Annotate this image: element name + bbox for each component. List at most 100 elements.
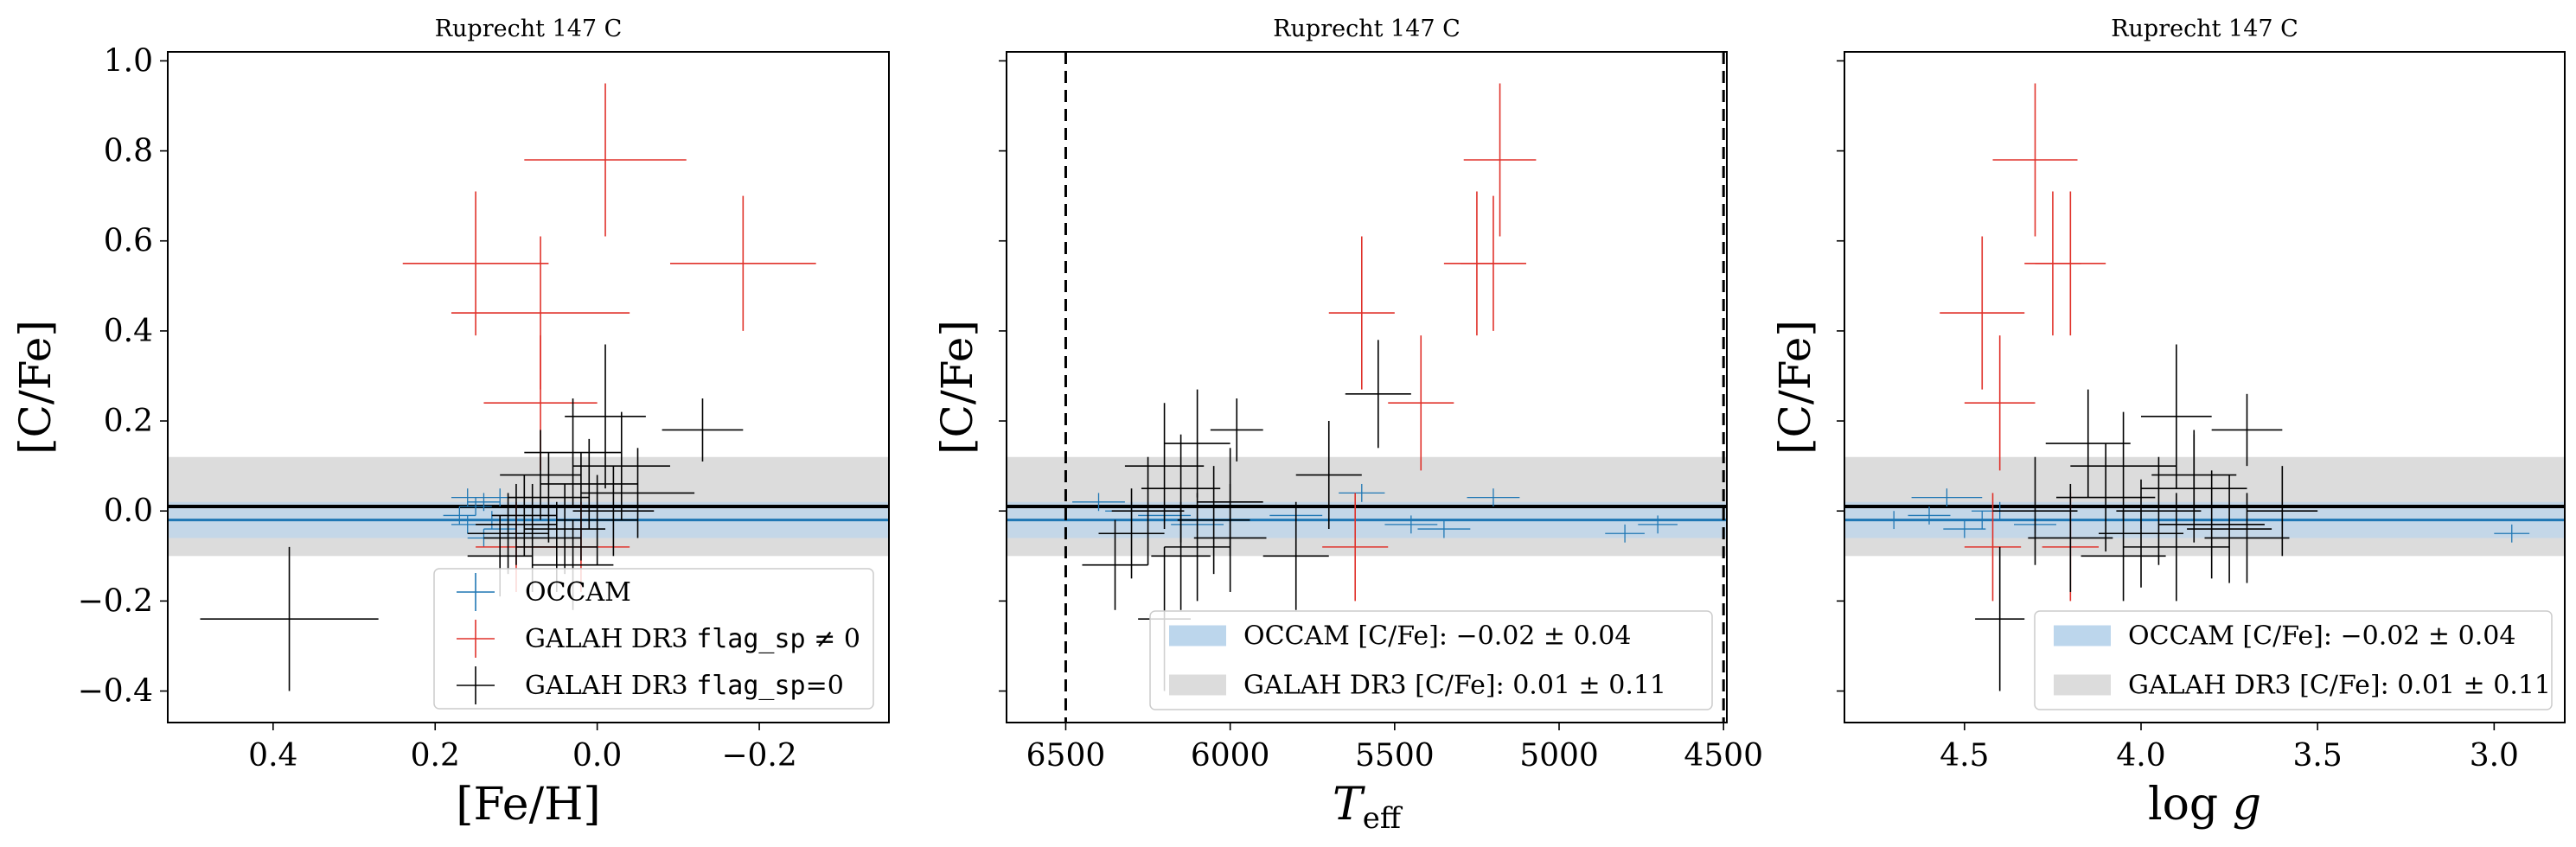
legend-label: OCCAM [C/Fe]: −0.02 ± 0.04 (1243, 621, 1631, 652)
data-point (2099, 479, 2183, 588)
panel-1: 0.4 0.2 0.0 −0.2 −0.4 −0.2 0.0 0.2 0.4 0.6 0.8 1.0 R… (10, 16, 890, 831)
data-point (1463, 83, 1537, 237)
legend-patch (1169, 674, 1226, 696)
data-point (2028, 483, 2113, 592)
data-point (500, 430, 581, 520)
data-point (1111, 456, 1185, 565)
legend-entry: OCCAM (457, 573, 631, 611)
data-point (2187, 474, 2272, 583)
data-point (669, 195, 816, 331)
x-tick-label: 0.2 (411, 738, 460, 774)
axes-frame (167, 51, 890, 723)
data-point (1953, 511, 2010, 530)
data-point (1164, 389, 1230, 498)
data-point (662, 398, 744, 462)
x-tick-label: 4.0 (2116, 738, 2165, 774)
data-point (1384, 515, 1438, 534)
legend-frame (433, 568, 874, 710)
data-point (2123, 493, 2230, 602)
panel-title: Ruprecht 147 C (1273, 16, 1461, 42)
data-point (1210, 398, 1263, 462)
legend-label: GALAH DR3 flag_sp ≠ 0 (525, 624, 860, 654)
data-point (1992, 456, 2078, 565)
legend-entry: GALAH DR3 flag_sp ≠ 0 (457, 620, 860, 658)
x-tick-label: 4500 (1684, 738, 1763, 774)
data-point (1638, 515, 1678, 534)
data-point (1943, 519, 1986, 538)
y-tick-label: 0.0 (104, 494, 153, 529)
legend-label: GALAH DR3 [C/Fe]: 0.01 ± 0.11 (1243, 671, 1666, 701)
data-point (572, 466, 655, 557)
y-tick-label: 0.4 (104, 314, 153, 349)
data-point (451, 488, 484, 507)
data-point (1339, 483, 1385, 502)
legend-patch (1169, 625, 1226, 646)
data-point (1164, 493, 1230, 602)
x-tick-label: 5000 (1519, 738, 1599, 774)
legend-label: OCCAM [C/Fe]: −0.02 ± 0.04 (2128, 621, 2515, 652)
data-point (580, 448, 695, 538)
data-point (1151, 501, 1211, 610)
data-point (1908, 506, 1951, 525)
y-axis-label: [C/Fe] (1770, 320, 1820, 455)
series-1 (1322, 83, 1537, 602)
data-point (2151, 430, 2237, 520)
data-point (1417, 519, 1471, 538)
axes-frame (1844, 51, 2566, 723)
x-tick-label: 0.0 (572, 738, 622, 774)
x-axis-label: [Fe/H] (456, 779, 600, 831)
panel-3: 4.5 4.0 3.5 3.0 Ruprecht 147 C log g [C/Fe] OCC… (1770, 16, 2566, 831)
data-point (2045, 389, 2131, 498)
y-tick-label: 1.0 (104, 43, 153, 79)
data-point (1467, 488, 1520, 507)
legend-entry: GALAH DR3 [C/Fe]: 0.01 ± 0.11 (2054, 671, 2551, 701)
data-point (1992, 83, 2078, 237)
panel-title: Ruprecht 147 C (435, 16, 623, 42)
data-point (402, 191, 549, 336)
data-point (1295, 421, 1362, 530)
legend: OCCAM [C/Fe]: −0.02 ± 0.04 GALAH DR3 [C/F… (1149, 610, 1713, 710)
y-tick-label: 0.8 (104, 134, 153, 169)
x-axis-label: Teff (1333, 779, 1403, 836)
data-point (1082, 519, 1148, 610)
series-2 (200, 344, 744, 691)
data-point (1911, 488, 1983, 507)
data-point (459, 497, 492, 516)
data-point (1388, 335, 1454, 471)
plot-area (1007, 52, 1727, 723)
x-tick-label: 3.0 (2470, 738, 2519, 774)
data-point (1322, 493, 1389, 602)
data-point (2494, 524, 2530, 543)
data-point (491, 474, 557, 557)
data-point (476, 483, 557, 565)
x-tick-label: 3.5 (2293, 738, 2343, 774)
data-point (1975, 546, 2025, 691)
data-point (1197, 448, 1263, 557)
y-tick-label: 0.2 (104, 404, 153, 439)
legend-frame (2034, 610, 2553, 710)
data-point (1262, 501, 1329, 610)
plot-area (1844, 83, 2565, 691)
legend-frame (1149, 610, 1713, 710)
x-tick-label: 6000 (1191, 738, 1270, 774)
legend-label: GALAH DR3 [C/Fe]: 0.01 ± 0.11 (2128, 671, 2551, 701)
plot-area (168, 83, 889, 691)
data-point (556, 474, 638, 565)
x-tick-label: 0.4 (248, 738, 297, 774)
x-tick-label: −0.2 (721, 738, 796, 774)
legend-entry: OCCAM [C/Fe]: −0.02 ± 0.04 (2054, 621, 2515, 652)
data-point (2081, 511, 2166, 602)
legend: OCCAM GALAH DR3 flag_sp ≠ 0 GALAH DR3 flag… (433, 568, 874, 710)
legend-label: OCCAM (525, 577, 631, 608)
legend-entry: GALAH DR3 flag_sp=0 (457, 666, 844, 704)
x-tick-label: 6500 (1026, 738, 1106, 774)
data-point (524, 483, 606, 575)
data-point (1177, 466, 1250, 575)
data-point (1345, 340, 1411, 449)
legend-patch (2054, 625, 2111, 646)
data-point (2024, 191, 2081, 336)
data-point (467, 493, 549, 575)
series-2 (1975, 344, 2318, 691)
